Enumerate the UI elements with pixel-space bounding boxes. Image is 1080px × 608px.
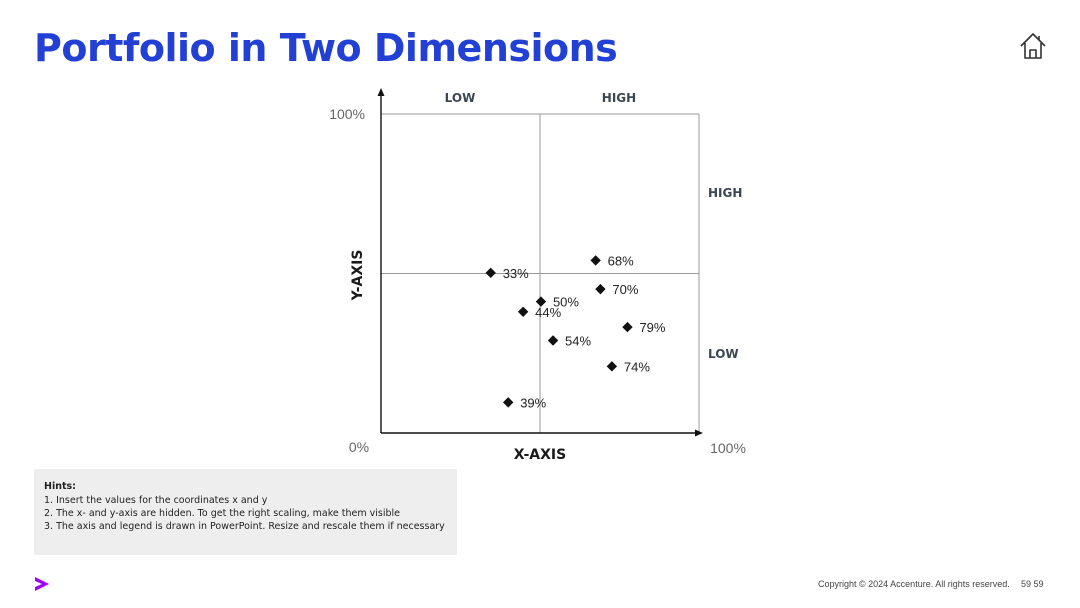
data-point-marker <box>535 296 547 307</box>
hint-item: 1. Insert the values for the coordinates… <box>44 495 268 506</box>
data-point-label: 79% <box>639 320 665 335</box>
data-point-label: 54% <box>565 333 591 348</box>
data-point-marker <box>485 267 496 279</box>
portfolio-scatter-chart: 100% 0% 100% LOW HIGH HIGH LOW X-AXIS Y-AXIS 33% 6… <box>329 88 746 463</box>
copyright-text: Copyright © 2024 Accenture. All rights r… <box>818 579 1010 589</box>
data-point-label: 33% <box>503 266 529 281</box>
slide-title: Portfolio in Two Dimensions <box>34 26 618 70</box>
hints-box: Hints: 1. Insert the values for the coor… <box>34 469 457 555</box>
data-point-marker <box>590 255 601 266</box>
x-tick-label: 100% <box>710 440 746 456</box>
x-tick-label: 0% <box>349 439 369 455</box>
chart-frame <box>377 88 703 437</box>
chart-points <box>485 255 633 408</box>
data-point-marker <box>503 397 514 408</box>
home-icon[interactable] <box>1018 31 1048 61</box>
hints-list: 1. Insert the values for the coordinates… <box>44 494 447 533</box>
y-axis-arrow <box>377 88 385 96</box>
chart-labels: 100% 0% 100% LOW HIGH HIGH LOW X-AXIS Y-AXIS 33% 6… <box>329 91 746 463</box>
data-point-marker <box>595 283 606 295</box>
data-point-label: 74% <box>624 359 650 374</box>
accenture-logo <box>35 577 49 591</box>
data-point-marker <box>517 306 529 317</box>
x-axis-arrow <box>695 429 703 437</box>
quadrant-label-top: HIGH <box>602 91 636 105</box>
data-point-label: 39% <box>520 395 546 410</box>
quadrant-label-top: LOW <box>445 91 476 105</box>
data-point-marker <box>622 321 633 333</box>
quadrant-label-right: HIGH <box>708 186 742 200</box>
data-point-marker <box>606 361 618 372</box>
data-point-label: 50% <box>553 295 579 310</box>
data-point-label: 44% <box>535 305 561 320</box>
hint-item: 3. The axis and legend is drawn in Power… <box>44 521 445 532</box>
hint-item: 2. The x- and y-axis are hidden. To get … <box>44 508 400 519</box>
x-axis-title: X-AXIS <box>514 447 566 463</box>
y-axis-title: Y-AXIS <box>350 250 366 302</box>
quadrant-label-right: LOW <box>708 347 739 361</box>
y-tick-label: 100% <box>329 106 365 122</box>
data-point-marker <box>547 335 559 346</box>
hints-title: Hints: <box>44 481 76 492</box>
data-point-label: 68% <box>608 253 634 268</box>
data-point-label: 70% <box>612 282 638 297</box>
page-number: 59 59 <box>1021 579 1044 589</box>
